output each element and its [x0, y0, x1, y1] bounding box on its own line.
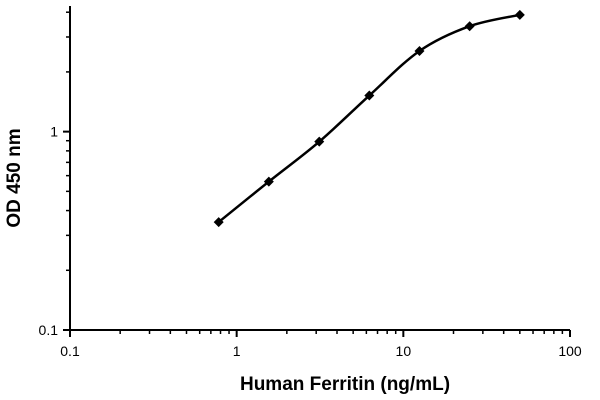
x-tick-label: 10 — [396, 343, 412, 359]
data-point — [263, 176, 274, 187]
series-line — [217, 13, 521, 224]
tick-labels: 0.1 1 10 100 0.1 1 — [39, 124, 582, 359]
data-markers — [213, 9, 525, 228]
x-tick-label: 100 — [558, 343, 582, 359]
data-point — [464, 21, 475, 32]
data-point — [213, 217, 224, 228]
data-point — [314, 136, 325, 147]
axis-ticks — [63, 11, 571, 337]
y-tick-label: 0.1 — [39, 322, 59, 338]
data-point — [364, 90, 375, 101]
x-axis-title: Human Ferritin (ng/mL) — [240, 374, 450, 395]
data-point — [414, 45, 425, 56]
data-point — [514, 9, 525, 20]
y-tick-label: 1 — [50, 124, 58, 140]
x-tick-label: 1 — [233, 343, 241, 359]
x-tick-label: 0.1 — [60, 343, 80, 359]
y-axis-title: OD 450 nm — [4, 128, 25, 227]
